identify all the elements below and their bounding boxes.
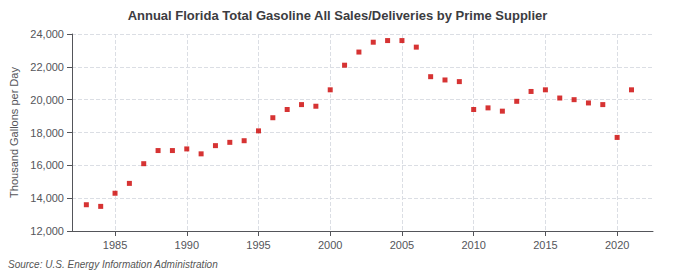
svg-text:14,000: 14,000: [30, 192, 64, 204]
svg-text:12,000: 12,000: [30, 225, 64, 237]
svg-text:2020: 2020: [605, 239, 629, 251]
svg-text:2010: 2010: [461, 239, 485, 251]
svg-text:1995: 1995: [246, 239, 270, 251]
svg-text:1985: 1985: [103, 239, 127, 251]
svg-text:2005: 2005: [390, 239, 414, 251]
svg-text:24,000: 24,000: [30, 28, 64, 40]
svg-text:16,000: 16,000: [30, 159, 64, 171]
svg-text:Thousand Gallons per Day: Thousand Gallons per Day: [8, 67, 20, 198]
svg-text:2015: 2015: [533, 239, 557, 251]
svg-text:1990: 1990: [175, 239, 199, 251]
svg-text:Annual Florida Total Gasoline: Annual Florida Total Gasoline All Sales/…: [128, 8, 548, 23]
svg-text:20,000: 20,000: [30, 94, 64, 106]
svg-text:Source: U.S. Energy Informatio: Source: U.S. Energy Information Administ…: [8, 259, 218, 270]
svg-text:2000: 2000: [318, 239, 342, 251]
svg-text:22,000: 22,000: [30, 61, 64, 73]
svg-text:18,000: 18,000: [30, 127, 64, 139]
